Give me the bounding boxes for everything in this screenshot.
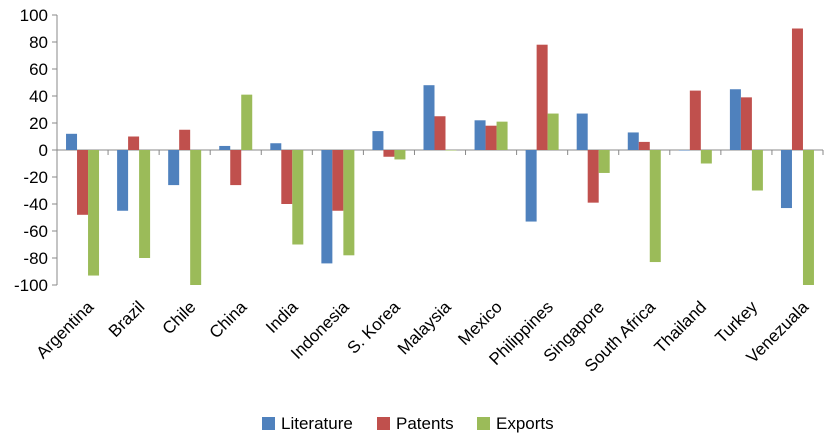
bar-exports-chile	[190, 150, 202, 285]
bar-patents-chile	[179, 129, 191, 150]
bar-exports-turkey	[751, 150, 763, 191]
legend-label-exports: Exports	[496, 414, 554, 433]
legend-swatch-exports	[477, 417, 490, 430]
x-category-label: Brazil	[105, 297, 148, 340]
bar-literature-malaysia	[423, 85, 435, 150]
y-tick-label: -100	[14, 276, 48, 295]
x-category-label: Malaysia	[394, 297, 455, 358]
bar-literature-brazil	[117, 150, 129, 211]
bar-patents-s-korea	[383, 150, 395, 157]
legend-label-patents: Patents	[396, 414, 454, 433]
y-tick-label: 0	[39, 141, 48, 160]
y-tick-label: 100	[20, 6, 48, 25]
bar-patents-thailand	[689, 90, 701, 150]
bar-literature-turkey	[729, 89, 741, 150]
bar-patents-mexico	[485, 125, 497, 150]
legend-label-literature: Literature	[281, 414, 353, 433]
bar-exports-india	[292, 150, 304, 245]
bar-exports-indonesia	[343, 150, 355, 256]
x-category-label: Chile	[159, 297, 200, 338]
bar-literature-chile	[168, 150, 180, 186]
bar-exports-argentina	[88, 150, 100, 276]
bar-literature-singapore	[576, 113, 588, 150]
x-category-label: Argentina	[32, 297, 97, 362]
bar-exports-brazil	[139, 150, 151, 258]
bar-exports-thailand	[700, 150, 712, 164]
x-category-label: China	[206, 297, 251, 342]
legend-swatch-patents	[377, 417, 390, 430]
bar-exports-south-africa	[649, 150, 661, 263]
bar-patents-turkey	[740, 97, 752, 150]
bar-exports-mexico	[496, 121, 508, 150]
bar-literature-venezuala	[780, 150, 792, 209]
bar-patents-argentina	[77, 150, 89, 215]
bar-patents-china	[230, 150, 242, 186]
bar-patents-philippines	[536, 44, 548, 151]
x-category-label: India	[262, 297, 302, 337]
bar-literature-argentina	[66, 133, 78, 150]
bar-exports-singapore	[598, 150, 610, 173]
x-category-label: S. Korea	[344, 297, 405, 358]
x-category-label: Thailand	[651, 297, 711, 357]
y-tick-label: -20	[23, 168, 48, 187]
y-tick-label: 40	[29, 87, 48, 106]
x-category-label: Mexico	[454, 297, 506, 349]
y-tick-label: -80	[23, 249, 48, 268]
bar-patents-brazil	[128, 136, 140, 150]
bar-literature-indonesia	[321, 150, 333, 264]
y-tick-label: -40	[23, 195, 48, 214]
bar-literature-south-africa	[627, 132, 639, 150]
x-category-label: Turkey	[711, 297, 761, 347]
bar-patents-south-africa	[638, 141, 650, 150]
bar-literature-thailand	[678, 150, 690, 151]
bar-literature-india	[270, 143, 282, 150]
bar-literature-china	[219, 145, 231, 150]
bar-patents-malaysia	[434, 116, 446, 150]
bar-exports-china	[241, 94, 253, 150]
bar-patents-indonesia	[332, 150, 344, 211]
legend-swatch-literature	[262, 417, 275, 430]
bar-patents-venezuala	[791, 28, 803, 150]
bar-exports-venezuala	[802, 150, 814, 285]
bar-exports-malaysia	[445, 150, 457, 151]
bar-literature-philippines	[525, 150, 537, 222]
bar-literature-mexico	[474, 120, 486, 150]
y-tick-label: -60	[23, 222, 48, 241]
y-tick-label: 20	[29, 114, 48, 133]
y-tick-label: 80	[29, 33, 48, 52]
bar-exports-s-korea	[394, 150, 406, 160]
bar-literature-s-korea	[372, 131, 384, 150]
y-tick-label: 60	[29, 60, 48, 79]
bar-patents-singapore	[587, 150, 599, 203]
bar-exports-philippines	[547, 113, 559, 150]
bar-patents-india	[281, 150, 293, 204]
